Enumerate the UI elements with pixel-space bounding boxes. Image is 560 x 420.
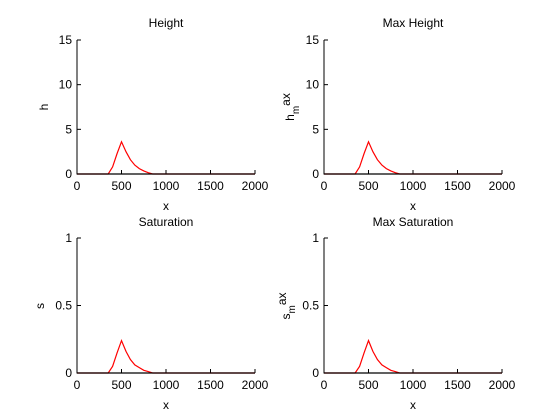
x-tick-label: 1000	[153, 179, 180, 193]
series-line-red	[77, 338, 255, 374]
series-line-red	[324, 140, 502, 175]
subplot-saturation: Saturation 0 500 1000 1500 2000 0 0.5 1 x s	[33, 215, 269, 412]
x-tick-label: 0	[321, 378, 328, 392]
x-axis-label: x	[410, 398, 416, 412]
x-tick-label: 500	[111, 378, 131, 392]
subplot-max-height: Max Height 0 500 1000 1500 2000 0 5 10 15 x hma…	[279, 16, 516, 213]
axis-frame	[323, 40, 502, 175]
x-tick-label: 1000	[153, 378, 180, 392]
y-axis-label-main: h	[283, 114, 297, 121]
y-axis-label-tail: ax	[275, 292, 289, 305]
x-tick-label: 1000	[400, 179, 427, 193]
subplot-title: Height	[149, 16, 184, 30]
y-tick-label: 10	[306, 78, 320, 92]
y-tick-label: 0	[312, 366, 319, 380]
x-tick-label: 0	[74, 179, 81, 193]
y-tick-label: 15	[59, 33, 73, 47]
subplot-height: Height 0 500 1000 1500 2000 0 5 10 15 x h	[37, 16, 269, 213]
y-axis-label-sub: m	[287, 305, 298, 313]
y-tick-label: 1	[312, 231, 319, 245]
y-axis-label: h	[37, 104, 51, 111]
x-tick-label: 2000	[489, 378, 516, 392]
y-tick-label: 0	[65, 366, 72, 380]
subplot-title: Max Saturation	[373, 215, 454, 229]
y-axis-label: hmax	[279, 93, 302, 121]
x-tick-label: 1000	[400, 378, 427, 392]
x-tick-label: 2000	[489, 179, 516, 193]
x-tick-label: 2000	[242, 179, 269, 193]
x-tick-label: 500	[358, 378, 378, 392]
x-tick-label: 1500	[444, 179, 471, 193]
series-line-red	[324, 338, 502, 374]
axis-frame	[323, 238, 502, 374]
y-axis-label: s	[33, 303, 47, 309]
subplot-title: Max Height	[383, 16, 444, 30]
x-tick-label: 2000	[242, 378, 269, 392]
x-tick-label: 0	[321, 179, 328, 193]
x-tick-label: 1500	[197, 378, 224, 392]
x-tick-label: 500	[358, 179, 378, 193]
x-tick-label: 1500	[197, 179, 224, 193]
series-line-red	[77, 140, 255, 175]
y-tick-label: 15	[306, 33, 320, 47]
y-axis-label-tail: ax	[279, 93, 293, 106]
x-tick-label: 0	[74, 378, 81, 392]
axis-frame	[76, 238, 255, 374]
y-tick-label: 10	[59, 78, 73, 92]
y-tick-label: 0.5	[302, 299, 319, 313]
y-axis-label-main: s	[279, 314, 293, 320]
x-tick-label: 1500	[444, 378, 471, 392]
y-tick-label: 0	[312, 167, 319, 181]
x-axis-label: x	[163, 199, 169, 213]
y-tick-label: 0.5	[55, 299, 72, 313]
y-tick-label: 0	[65, 167, 72, 181]
x-tick-label: 500	[111, 179, 131, 193]
y-axis-label-sub: m	[291, 106, 302, 114]
subplot-title: Saturation	[139, 215, 194, 229]
y-tick-label: 1	[65, 231, 72, 245]
axis-frame	[76, 40, 255, 175]
x-axis-label: x	[410, 199, 416, 213]
y-tick-label: 5	[65, 122, 72, 136]
y-axis-label: smax	[275, 292, 298, 319]
x-axis-label: x	[163, 398, 169, 412]
y-tick-label: 5	[312, 122, 319, 136]
subplot-max-saturation: Max Saturation 0 500 1000 1500 2000 00.51 x …	[275, 215, 516, 412]
